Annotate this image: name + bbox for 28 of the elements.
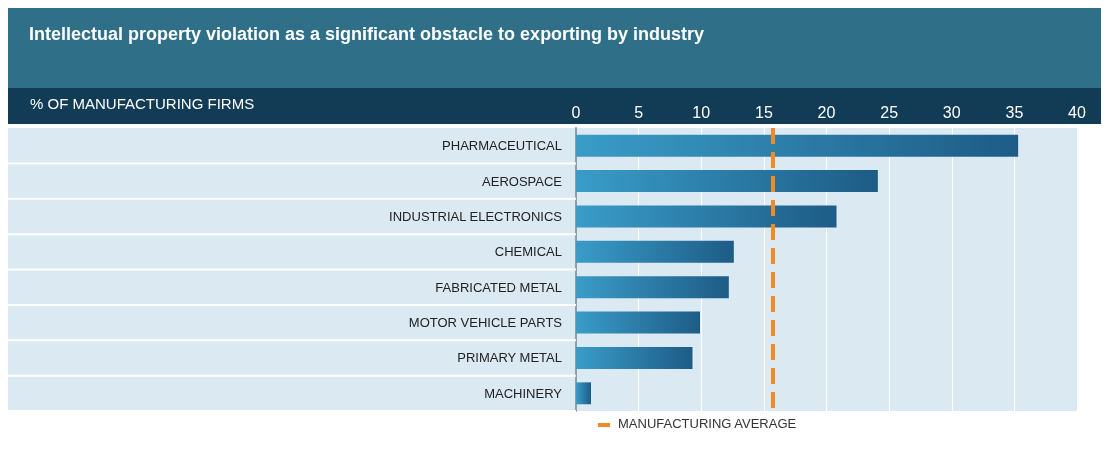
x-tick-label: 30 (942, 103, 961, 121)
bar (576, 276, 729, 299)
x-tick-label: 5 (634, 103, 644, 121)
y-tick-label: PRIMARY METAL (457, 350, 562, 366)
x-tick-label: 10 (692, 103, 711, 121)
y-tick-label: CHEMICAL (494, 244, 562, 260)
bar (576, 170, 878, 193)
bar (576, 205, 837, 228)
y-tick-label: AEROSPACE (482, 173, 563, 189)
bar (576, 311, 700, 334)
legend-label: MANUFACTURING AVERAGE (618, 416, 797, 431)
y-tick-label: INDUSTRIAL ELECTRONICS (389, 208, 563, 224)
bar (576, 346, 693, 369)
y-tick-label: MOTOR VEHICLE PARTS (408, 315, 563, 331)
x-tick-label: 40 (1068, 103, 1086, 121)
y-tick-label: FABRICATED METAL (435, 279, 562, 295)
x-tick-label: 15 (754, 103, 773, 121)
y-tick-label: MACHINERY (484, 385, 563, 401)
text: % OF MANUFACTURING FIRMS (30, 95, 255, 112)
bar (576, 134, 1019, 157)
x-tick-label: 0 (571, 103, 581, 121)
bar (576, 240, 734, 263)
x-tick-label: 35 (1005, 103, 1024, 121)
x-tick-label: 25 (880, 103, 899, 121)
y-tick-label: PHARMACEUTICAL (442, 138, 562, 154)
x-tick-label: 20 (817, 103, 836, 121)
text: Intellectual property violation as a significant obstacle to exporting by industry (29, 24, 705, 44)
bar (576, 382, 592, 405)
